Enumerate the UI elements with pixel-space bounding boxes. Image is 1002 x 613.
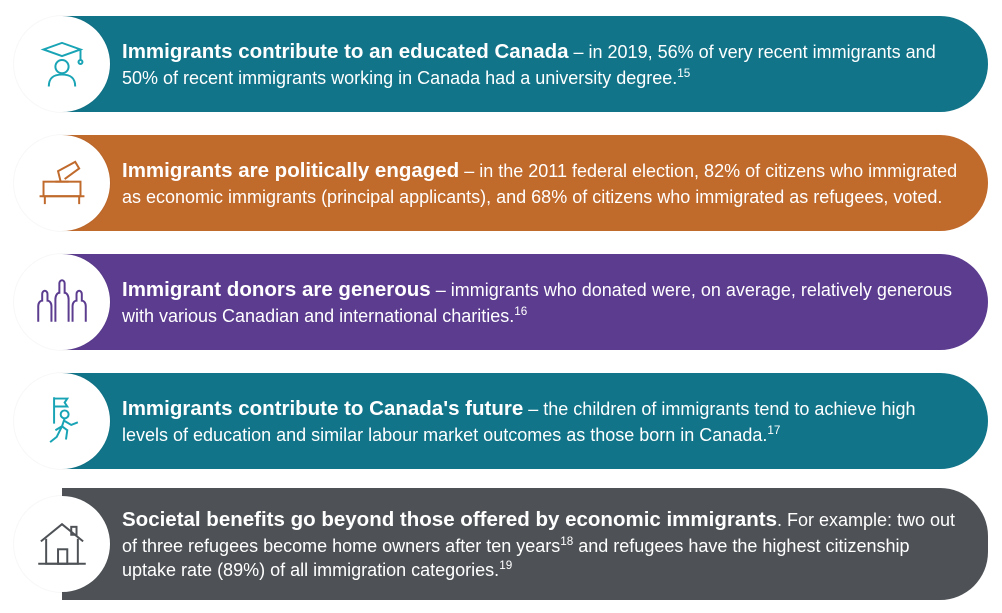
- flag-runner-icon: [29, 388, 95, 454]
- info-text: Immigrant donors are generous – immigran…: [122, 276, 958, 328]
- icon-circle: [14, 135, 110, 231]
- icon-circle: [14, 16, 110, 112]
- info-text: Immigrants are politically engaged – in …: [122, 157, 958, 209]
- icon-circle: [14, 496, 110, 592]
- graduate-icon: [29, 31, 95, 97]
- info-bar: Immigrants are politically engaged – in …: [62, 135, 988, 231]
- icon-circle: [14, 373, 110, 469]
- info-row-societal: Societal benefits go beyond those offere…: [14, 488, 988, 600]
- info-bar: Immigrants contribute to Canada's future…: [62, 373, 988, 469]
- info-bar: Societal benefits go beyond those offere…: [62, 488, 988, 600]
- ballot-icon: [29, 150, 95, 216]
- info-text: Immigrants contribute to Canada's future…: [122, 395, 958, 447]
- info-bar: Immigrant donors are generous – immigran…: [62, 254, 988, 350]
- info-row-donors: Immigrant donors are generous – immigran…: [14, 250, 988, 354]
- icon-circle: [14, 254, 110, 350]
- info-row-political: Immigrants are politically engaged – in …: [14, 131, 988, 235]
- info-bar: Immigrants contribute to an educated Can…: [62, 16, 988, 112]
- info-text: Immigrants contribute to an educated Can…: [122, 38, 958, 90]
- info-row-educated: Immigrants contribute to an educated Can…: [14, 12, 988, 116]
- hands-icon: [29, 269, 95, 335]
- info-text: Societal benefits go beyond those offere…: [122, 506, 958, 582]
- info-row-future: Immigrants contribute to Canada's future…: [14, 369, 988, 473]
- house-icon: [29, 511, 95, 577]
